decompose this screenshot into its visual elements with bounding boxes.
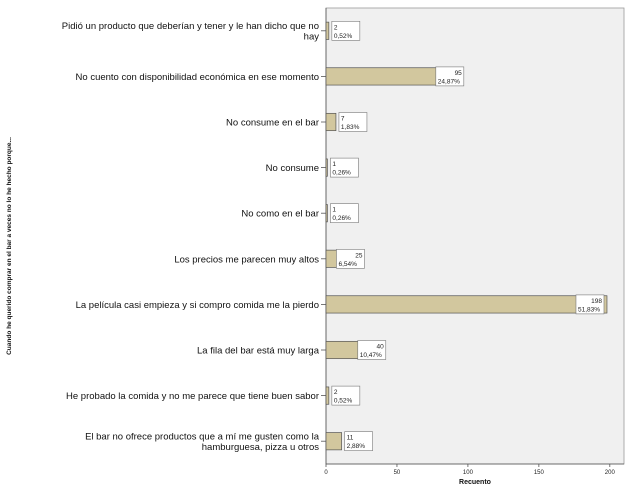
- category-label-line: La fila del bar está muy larga: [197, 346, 320, 357]
- bar: [325, 112, 337, 132]
- data-label-count: 1: [332, 161, 336, 168]
- data-label-box: [330, 203, 359, 223]
- category-label: La película casi empieza y si compro com…: [76, 300, 319, 311]
- category-ticks: [321, 30, 326, 442]
- x-ticks: 0 50 100 150 200: [324, 464, 615, 476]
- data-label-count: 40: [377, 344, 385, 351]
- bar: [325, 432, 342, 451]
- data-label-count: 7: [341, 116, 345, 123]
- category-label-line: hay: [304, 32, 320, 43]
- data-label-box: [338, 112, 368, 132]
- category-label-line: La película casi empieza y si compro com…: [76, 300, 319, 311]
- x-tick-label: 150: [534, 470, 545, 476]
- data-label-count: 198: [591, 298, 602, 305]
- x-axis-title: Recuento: [459, 479, 491, 486]
- data-label-percent: 6,54%: [338, 261, 357, 268]
- x-tick-label: 0: [324, 470, 328, 476]
- data-label-percent: 24,87%: [438, 78, 460, 85]
- data-labels: 20,52%9524,87%71,83%10,26%10,26%256,54%1…: [330, 20, 605, 452]
- data-label-box: [435, 66, 465, 87]
- category-label-line: Pidió un producto que deberían y tener y…: [62, 21, 319, 32]
- category-label: Los precios me parecen muy altos: [174, 254, 319, 265]
- category-label-line: No consume en el bar: [226, 118, 319, 129]
- category-label: La fila del bar está muy larga: [197, 346, 320, 357]
- category-label: Pidió un producto que deberían y tener y…: [62, 21, 319, 43]
- category-labels: Pidió un producto que deberían y tener y…: [62, 21, 320, 453]
- category-label-line: He probado la comida y no me parece que …: [66, 391, 319, 402]
- data-label-percent: 1,83%: [341, 124, 360, 131]
- data-label-percent: 0,52%: [334, 398, 353, 405]
- category-label-line: El bar no ofrece productos que a mí me g…: [85, 431, 320, 442]
- x-tick-label: 50: [394, 470, 401, 476]
- data-label-box: [331, 20, 361, 41]
- data-label-box: [336, 249, 365, 269]
- data-label-count: 95: [455, 70, 463, 77]
- data-label-box: [331, 385, 361, 406]
- data-label-count: 25: [355, 252, 363, 259]
- category-label-line: No como en el bar: [241, 209, 319, 220]
- data-label-count: 2: [334, 389, 338, 396]
- category-label-line: Los precios me parecen muy altos: [174, 254, 319, 265]
- data-label-box: [330, 157, 359, 178]
- bar: [325, 295, 608, 314]
- category-label: No cuento con disponibilidad económica e…: [76, 72, 319, 83]
- data-label-percent: 51,83%: [578, 306, 600, 313]
- x-tick-label: 100: [463, 470, 474, 476]
- x-tick-label: 200: [605, 470, 616, 476]
- bar: [325, 158, 328, 177]
- bar: [325, 21, 330, 40]
- data-label-count: 1: [332, 207, 336, 214]
- data-label-percent: 0,26%: [332, 215, 351, 222]
- data-label-percent: 2,88%: [347, 443, 366, 450]
- bar: [325, 204, 328, 223]
- data-label-percent: 0,26%: [332, 170, 351, 177]
- data-label-percent: 10,47%: [360, 352, 382, 359]
- category-label: He probado la comida y no me parece que …: [66, 391, 319, 402]
- category-label: No consume en el bar: [226, 118, 319, 129]
- data-label-box: [575, 294, 605, 315]
- data-label-percent: 0,52%: [334, 33, 353, 40]
- y-axis-title: Cuando he querido comprar en el bar a ve…: [6, 137, 13, 355]
- category-label: No consume: [266, 163, 319, 174]
- category-label: El bar no ofrece productos que a mí me g…: [85, 431, 320, 453]
- category-label-line: No cuento con disponibilidad económica e…: [76, 72, 319, 83]
- data-label-count: 11: [347, 435, 354, 442]
- category-label: No como en el bar: [241, 209, 319, 220]
- data-label-box: [357, 340, 387, 360]
- data-label-count: 2: [334, 24, 338, 31]
- category-label-line: hamburguesa, pizza u otros: [202, 442, 319, 453]
- category-label-line: No consume: [266, 163, 319, 174]
- data-label-box: [344, 431, 373, 452]
- bar: [325, 386, 330, 405]
